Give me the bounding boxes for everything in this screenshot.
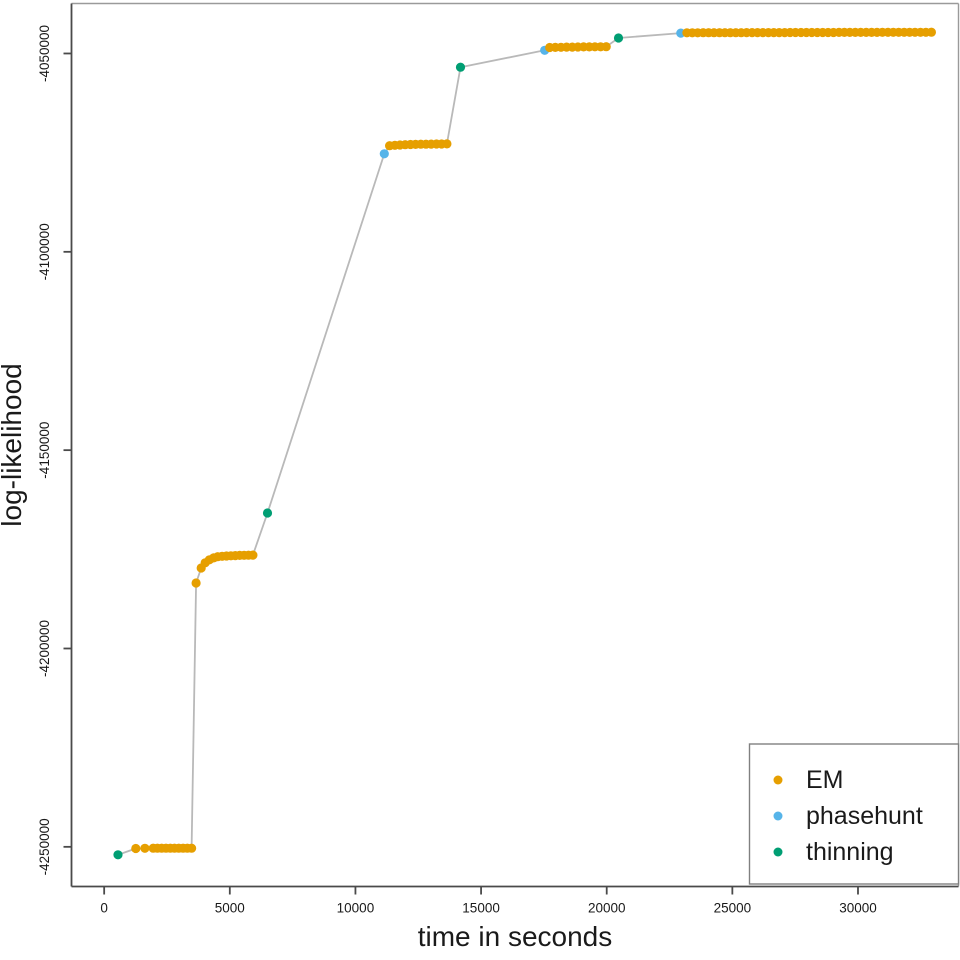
legend-swatch-phasehunt [773, 811, 783, 821]
data-point-EM [442, 139, 452, 149]
data-point-thinning [113, 850, 123, 860]
panel-frame [70, 2, 960, 888]
legend-swatch-thinning [773, 847, 783, 857]
y-tick-label: -4150000 [37, 422, 52, 479]
data-point-EM [926, 27, 937, 37]
data-point-EM [248, 550, 258, 560]
legend-label-EM: EM [806, 766, 844, 794]
x-tick-label: 15000 [462, 901, 500, 916]
x-tick-label: 25000 [714, 901, 752, 916]
x-axis-title: time in seconds [418, 921, 613, 952]
legend-box [748, 743, 960, 885]
y-axis-title: log-likelihood [0, 363, 27, 526]
y-tick-label: -4200000 [37, 620, 52, 677]
x-tick-label: 30000 [839, 901, 877, 916]
x-tick-label: 5000 [215, 901, 245, 916]
legend-label-thinning: thinning [806, 838, 894, 866]
data-point-EM [131, 843, 141, 854]
data-point-EM [601, 42, 611, 52]
legend: EM phasehunt thinning [748, 743, 960, 885]
y-tick-label: -4250000 [37, 818, 52, 875]
data-point-EM [187, 843, 197, 853]
legend-label-phasehunt: phasehunt [806, 802, 923, 830]
data-point-phasehunt [379, 149, 389, 159]
axis-ticks: 0 5000 10000 15000 20000 25000 30000 -4050000 -4… [37, 25, 877, 916]
connector-line-layer [117, 31, 932, 856]
y-tick-label: -4100000 [37, 223, 52, 280]
data-point-thinning [613, 33, 624, 43]
data-point-thinning [262, 508, 273, 518]
legend-swatch-EM [773, 775, 783, 785]
x-tick-label: 20000 [588, 901, 626, 916]
data-points-layer [113, 27, 937, 860]
data-point-EM [140, 843, 150, 853]
x-tick-label: 0 [100, 901, 108, 916]
y-tick-label: -4050000 [37, 25, 52, 82]
x-tick-label: 10000 [337, 901, 375, 916]
connector-line [117, 31, 932, 856]
data-point-thinning [455, 62, 466, 72]
data-point-EM [191, 578, 201, 588]
